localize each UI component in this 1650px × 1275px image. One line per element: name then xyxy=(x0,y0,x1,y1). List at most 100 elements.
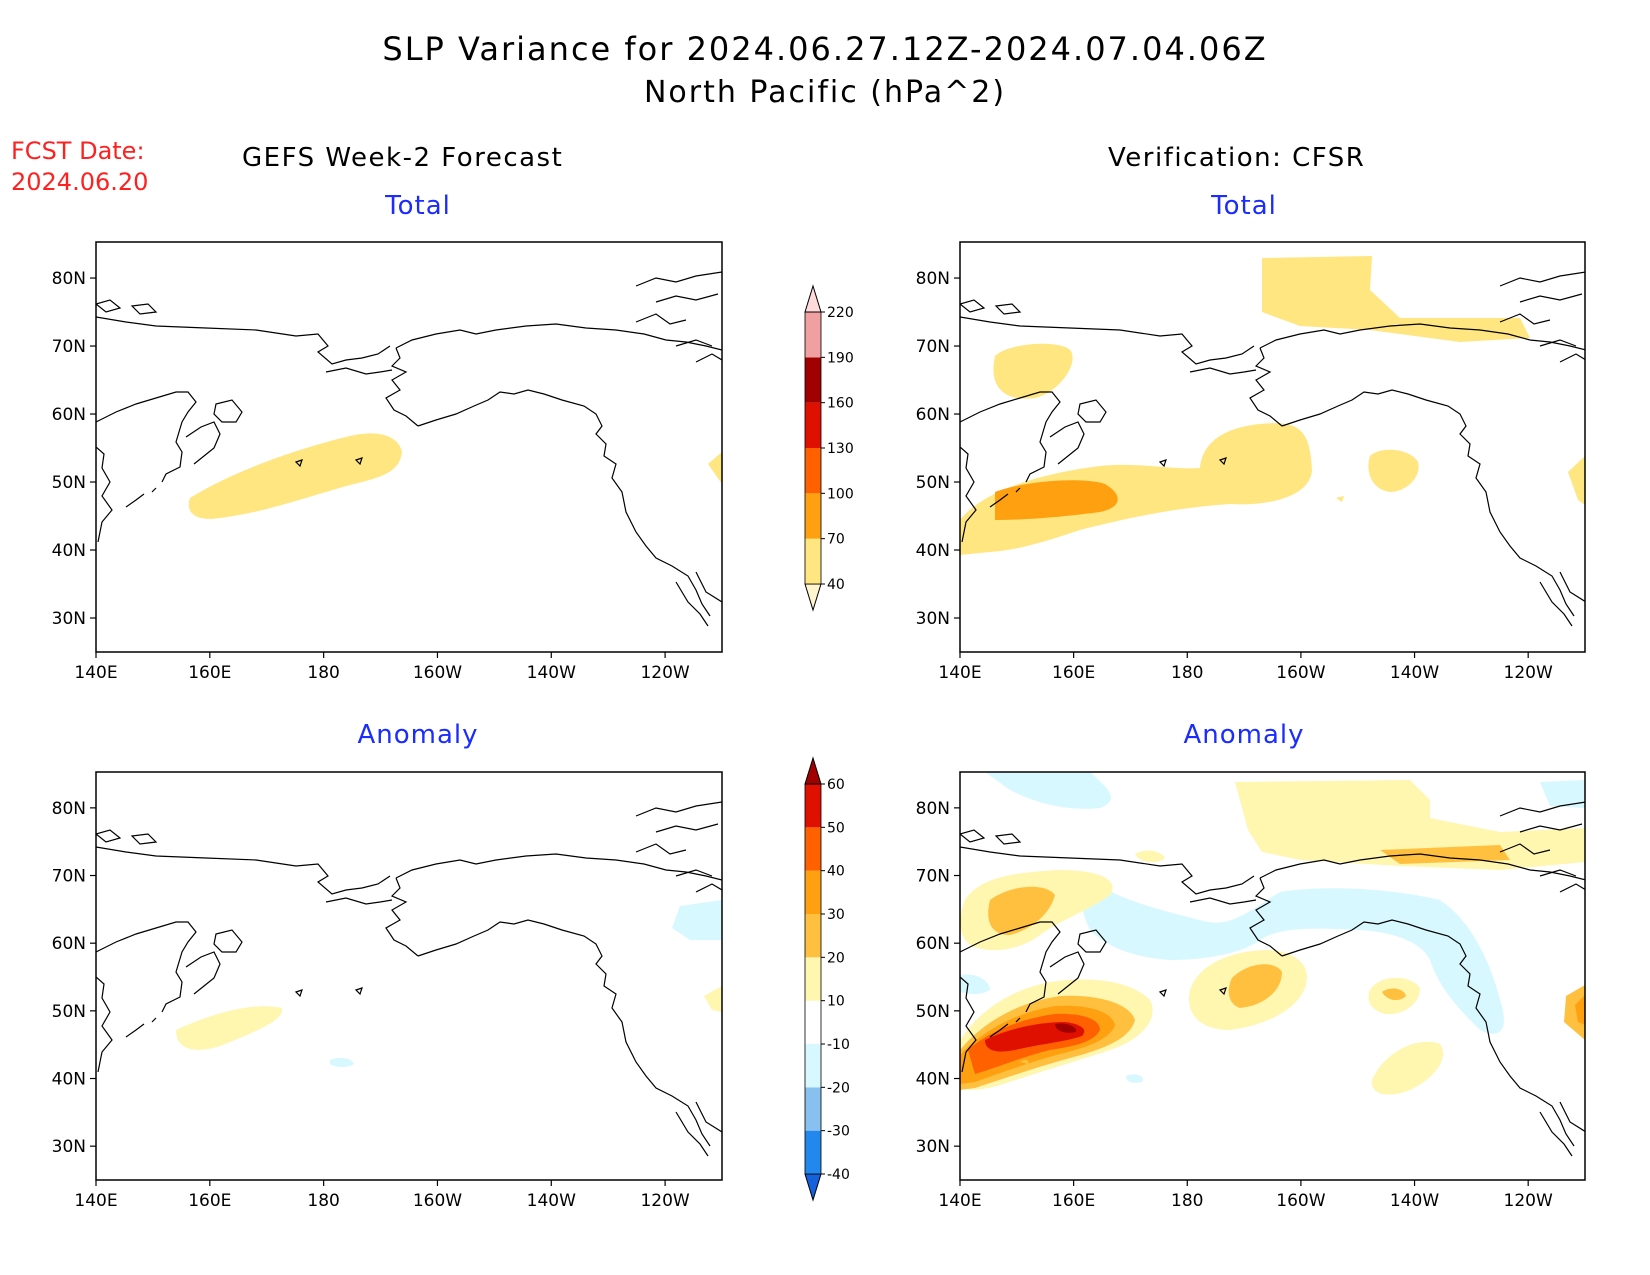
lon-tick-label: 160W xyxy=(413,1191,462,1211)
colorbar-segment xyxy=(805,448,821,494)
colorbar-label: 10 xyxy=(827,994,845,1010)
map-panel-verification-total xyxy=(959,241,1586,653)
coastline-segment xyxy=(1259,323,1585,351)
lat-tick-label: 70N xyxy=(916,867,950,887)
lon-tick-label: 120W xyxy=(1504,663,1553,683)
coastline-segment xyxy=(1499,271,1585,287)
coastline-segment xyxy=(1158,459,1167,468)
coastline-segment xyxy=(1539,339,1577,347)
coastline-segment xyxy=(1559,353,1585,363)
coastline-segment xyxy=(130,303,158,315)
coastline-segment xyxy=(989,1023,1009,1038)
variance-contour xyxy=(993,343,1073,399)
panel-title-forecast-anomaly: Anomaly xyxy=(357,720,479,750)
lon-tick-label: 140E xyxy=(74,663,117,683)
coastline xyxy=(96,271,722,627)
colorbar-frame xyxy=(804,783,822,1175)
lon-tick-label: 140W xyxy=(527,663,576,683)
coastline-segment xyxy=(385,877,419,957)
variance-contour xyxy=(1262,256,1530,342)
lon-tick-label: 140E xyxy=(938,663,981,683)
map-frame xyxy=(959,241,1586,653)
coastline-segment xyxy=(695,571,722,603)
coastline-segment xyxy=(130,833,158,845)
coastline-segment xyxy=(185,421,221,465)
coastline-segment xyxy=(675,869,713,877)
coastline-segment xyxy=(1249,347,1283,427)
coastline xyxy=(960,271,1585,627)
colorbar-label: -40 xyxy=(827,1167,850,1183)
coastline-segment xyxy=(294,459,303,468)
coastline-segment xyxy=(417,389,711,617)
coastline-segment xyxy=(325,897,393,905)
coastline-segment xyxy=(417,919,711,1147)
map-panel-forecast-total xyxy=(95,241,723,653)
coastline-segment xyxy=(1189,897,1257,905)
lat-tick-label: 50N xyxy=(916,473,950,493)
coastline-segment xyxy=(395,323,722,351)
coastline-segment xyxy=(385,347,419,427)
lat-tick-label: 80N xyxy=(916,269,950,289)
coastline-segment xyxy=(675,339,713,347)
coastline xyxy=(960,801,1585,1157)
colorbar-segment xyxy=(805,1044,821,1088)
colorbar-label: -10 xyxy=(827,1037,850,1053)
variance-contour xyxy=(708,452,722,484)
coastline-segment xyxy=(1559,883,1585,893)
anomaly-contour xyxy=(1382,988,1406,1001)
coastline-segment xyxy=(1015,1017,1021,1023)
map-frame xyxy=(95,241,723,653)
colorbar-segment xyxy=(805,493,821,539)
colorbar-upper-triangle xyxy=(804,756,822,785)
lat-tick-label: 40N xyxy=(52,541,86,561)
lon-tick-label: 160E xyxy=(1052,663,1095,683)
coastline-segment xyxy=(1499,801,1585,817)
anomaly-contour xyxy=(176,1006,283,1050)
lat-tick-label: 80N xyxy=(52,269,86,289)
lon-tick-label: 140W xyxy=(527,1191,576,1211)
anomaly-contour xyxy=(1540,780,1585,808)
coastline-segment xyxy=(1281,919,1575,1147)
coastline-segment xyxy=(655,293,719,303)
map-panel-forecast-anomaly xyxy=(95,771,723,1181)
coastline-segment xyxy=(96,299,122,313)
colorbar-lower-triangle xyxy=(804,1173,822,1202)
coastline-segment xyxy=(96,976,113,1073)
coastline-segment xyxy=(1539,581,1573,627)
anomaly-contour xyxy=(672,900,722,940)
coastline-segment xyxy=(1539,869,1577,877)
coastline-segment xyxy=(96,316,391,365)
colorbar-anomaly: -40 -30 -20 -10 10 20 30 40 50 60 xyxy=(804,756,850,1202)
coastline-segment xyxy=(695,883,722,893)
colorbar-segment xyxy=(805,827,821,871)
variance-contour xyxy=(188,433,402,519)
map-panel-verification-anomaly xyxy=(959,771,1586,1181)
coastline-segment xyxy=(395,853,722,881)
coastline-segment xyxy=(125,1023,145,1038)
coastline-segment xyxy=(635,801,722,817)
colorbar-label: 20 xyxy=(827,950,845,966)
coastline-segment xyxy=(655,823,719,833)
colorbar-total: 40 70 100 130 160 190 220 xyxy=(804,284,854,612)
anomaly-contour xyxy=(1564,985,1585,1040)
colorbar-label: 70 xyxy=(827,532,845,548)
colorbar-segment xyxy=(805,914,821,958)
colorbar-segment xyxy=(805,1130,821,1174)
colorbar-label: -20 xyxy=(827,1080,850,1096)
coastline-segment xyxy=(1519,293,1583,303)
map-frame xyxy=(95,771,723,1181)
anomaly-contour xyxy=(1081,880,1504,1034)
colorbar-label: 30 xyxy=(827,907,845,923)
anomaly-contour xyxy=(1371,1041,1444,1095)
coastline-segment xyxy=(1559,1101,1585,1133)
coastline-segment xyxy=(96,446,113,543)
lat-tick-label: 50N xyxy=(52,1002,86,1022)
fcst-date-label: FCST Date: xyxy=(11,137,145,165)
lon-tick-label: 140W xyxy=(1390,663,1439,683)
anomaly-contour xyxy=(330,1057,354,1067)
colorbar-lower-triangle xyxy=(804,583,822,612)
panel-title-verification-anomaly: Anomaly xyxy=(1183,720,1305,750)
coastline-segment xyxy=(213,399,243,423)
coastline-segment xyxy=(96,829,122,843)
colorbar-segment xyxy=(805,784,821,828)
